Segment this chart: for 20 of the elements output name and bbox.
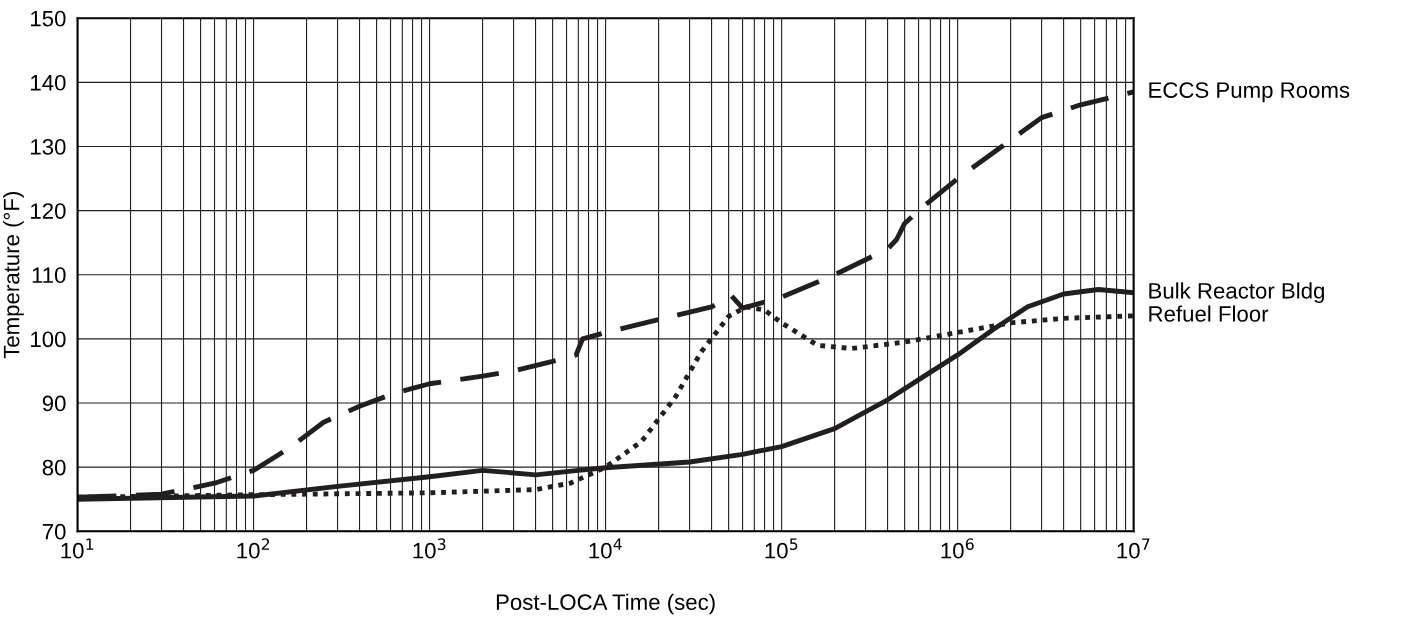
y-tick-label: 70 <box>42 523 66 540</box>
x-tick-label: 10$^{4}$ <box>589 538 622 559</box>
series-label: ECCS Pump Rooms <box>1149 82 1350 103</box>
x-tick-label: 10$^{6}$ <box>941 538 974 559</box>
y-tick-label: 140 <box>31 74 66 91</box>
x-axis-title: Post-LOCA Time (sec) <box>496 593 715 615</box>
x-tick-label: 10$^{2}$ <box>237 538 270 559</box>
x-tick-label: 10$^{5}$ <box>765 538 798 559</box>
x-tick-label: 10$^{3}$ <box>413 538 446 559</box>
y-tick-label: 130 <box>31 139 66 155</box>
series-label: Bulk Reactor Bldg <box>1149 282 1324 304</box>
y-tick-label: 90 <box>42 395 66 412</box>
y-tick-label: 80 <box>42 459 66 476</box>
x-tick-label: 10$^{7}$ <box>1117 538 1150 559</box>
y-tick-label: 100 <box>31 331 66 348</box>
y-tick-label: 150 <box>31 10 66 27</box>
y-tick-label: 120 <box>31 203 66 219</box>
series-label: Refuel Floor <box>1149 305 1269 322</box>
y-axis-title: Temperature (°F) <box>3 192 24 359</box>
y-tick-label: 110 <box>32 267 66 284</box>
